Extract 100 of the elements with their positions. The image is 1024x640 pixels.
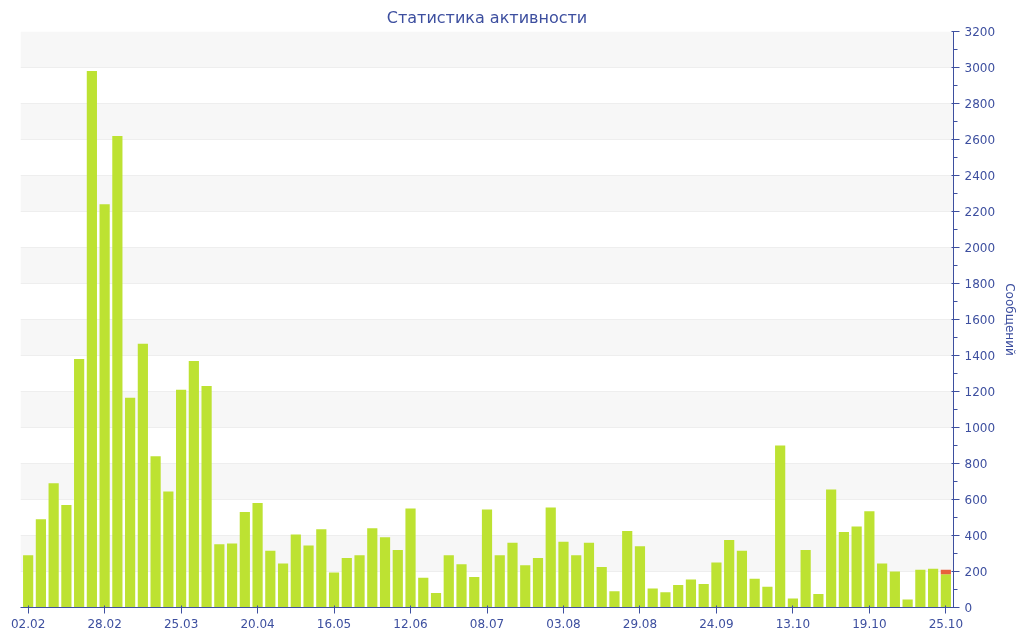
bar <box>316 529 327 608</box>
x-tick-label: 03.08 <box>546 616 581 631</box>
bar <box>685 579 697 608</box>
y-tick-label: 1600 <box>964 313 996 327</box>
bar <box>367 528 378 608</box>
bar <box>622 531 633 608</box>
x-tick-label: 20.04 <box>240 616 275 631</box>
bar <box>864 511 875 608</box>
bar <box>609 591 620 608</box>
y-tick-label: 3000 <box>964 61 996 75</box>
bar <box>711 562 722 608</box>
y-axis-title: Сообщений <box>1003 283 1018 356</box>
bar <box>99 204 110 608</box>
x-tick-label: 12.06 <box>393 616 428 631</box>
bar <box>176 389 187 608</box>
bar <box>265 550 276 608</box>
x-tick-label: 28.02 <box>87 616 122 631</box>
bar <box>163 491 174 608</box>
x-tick-label: 25.03 <box>163 616 199 631</box>
bar <box>838 531 849 608</box>
bar <box>430 593 442 608</box>
bar <box>877 563 888 608</box>
y-tick-label: 1400 <box>964 349 996 363</box>
bar <box>507 542 518 608</box>
bar <box>736 550 748 608</box>
bar <box>660 592 671 608</box>
bar <box>800 549 811 608</box>
bar <box>405 508 416 608</box>
bar <box>520 565 531 608</box>
x-tick-label: 02.02 <box>10 616 46 631</box>
bar <box>443 555 454 608</box>
y-tick-label: 1800 <box>964 277 996 291</box>
bar <box>940 574 951 608</box>
bar <box>634 546 646 608</box>
bar <box>201 386 212 608</box>
y-tick-label: 2800 <box>964 97 996 111</box>
bar <box>596 567 607 608</box>
bar <box>74 359 85 608</box>
x-tick-label: 19.10 <box>852 616 887 631</box>
bar <box>354 555 365 608</box>
bar <box>35 519 46 608</box>
y-tick-label: 0 <box>964 601 973 615</box>
bar <box>469 576 480 608</box>
bar <box>851 526 862 608</box>
bar <box>647 588 658 608</box>
y-tick-label: 800 <box>964 457 988 471</box>
bar <box>112 135 123 608</box>
bar <box>418 577 429 608</box>
bar <box>137 343 148 608</box>
chart-title: Статистика активности <box>386 7 588 27</box>
bar <box>558 541 569 608</box>
bar <box>226 543 238 608</box>
bar <box>277 563 289 608</box>
bar <box>902 599 913 608</box>
bar <box>889 571 900 608</box>
y-tick-label: 600 <box>964 493 988 507</box>
bar <box>826 489 837 608</box>
x-tick-label: 25.10 <box>928 616 964 631</box>
bar <box>494 555 505 608</box>
y-tick-label: 1200 <box>964 385 996 399</box>
bar <box>571 555 582 608</box>
y-tick-label: 1000 <box>964 421 996 435</box>
bar <box>545 507 556 608</box>
bar <box>915 569 926 608</box>
bar <box>150 456 161 608</box>
y-tick-label: 400 <box>964 529 988 543</box>
bar <box>583 542 595 608</box>
x-tick-label: 08.07 <box>469 616 505 631</box>
bar <box>379 537 391 608</box>
x-tick-label: 13.10 <box>775 616 811 631</box>
y-tick-label: 200 <box>964 565 988 579</box>
bar <box>341 558 352 608</box>
bar <box>290 534 301 608</box>
bar <box>456 564 467 608</box>
y-tick-label: 3200 <box>964 25 996 39</box>
bar <box>239 512 250 608</box>
bar <box>532 558 544 608</box>
bar <box>86 71 97 608</box>
bar <box>698 584 709 608</box>
bar <box>252 503 263 608</box>
bar <box>125 397 136 608</box>
bar <box>214 544 225 608</box>
y-tick-label: 2000 <box>964 241 996 255</box>
x-tick-label: 16.05 <box>316 616 352 631</box>
bar <box>724 540 735 608</box>
bar <box>813 594 824 608</box>
bar <box>775 445 786 608</box>
bar <box>481 509 493 608</box>
bar <box>188 360 199 608</box>
y-tick-label: 2200 <box>964 205 996 219</box>
bar <box>61 504 72 608</box>
bar <box>303 545 314 608</box>
y-tick-label: 2600 <box>964 133 996 147</box>
bar <box>328 572 340 608</box>
bar <box>749 578 760 608</box>
bar <box>23 555 34 608</box>
bar <box>48 483 59 608</box>
bar <box>928 568 939 608</box>
bar <box>673 585 684 608</box>
y-tick-label: 2400 <box>964 169 996 183</box>
